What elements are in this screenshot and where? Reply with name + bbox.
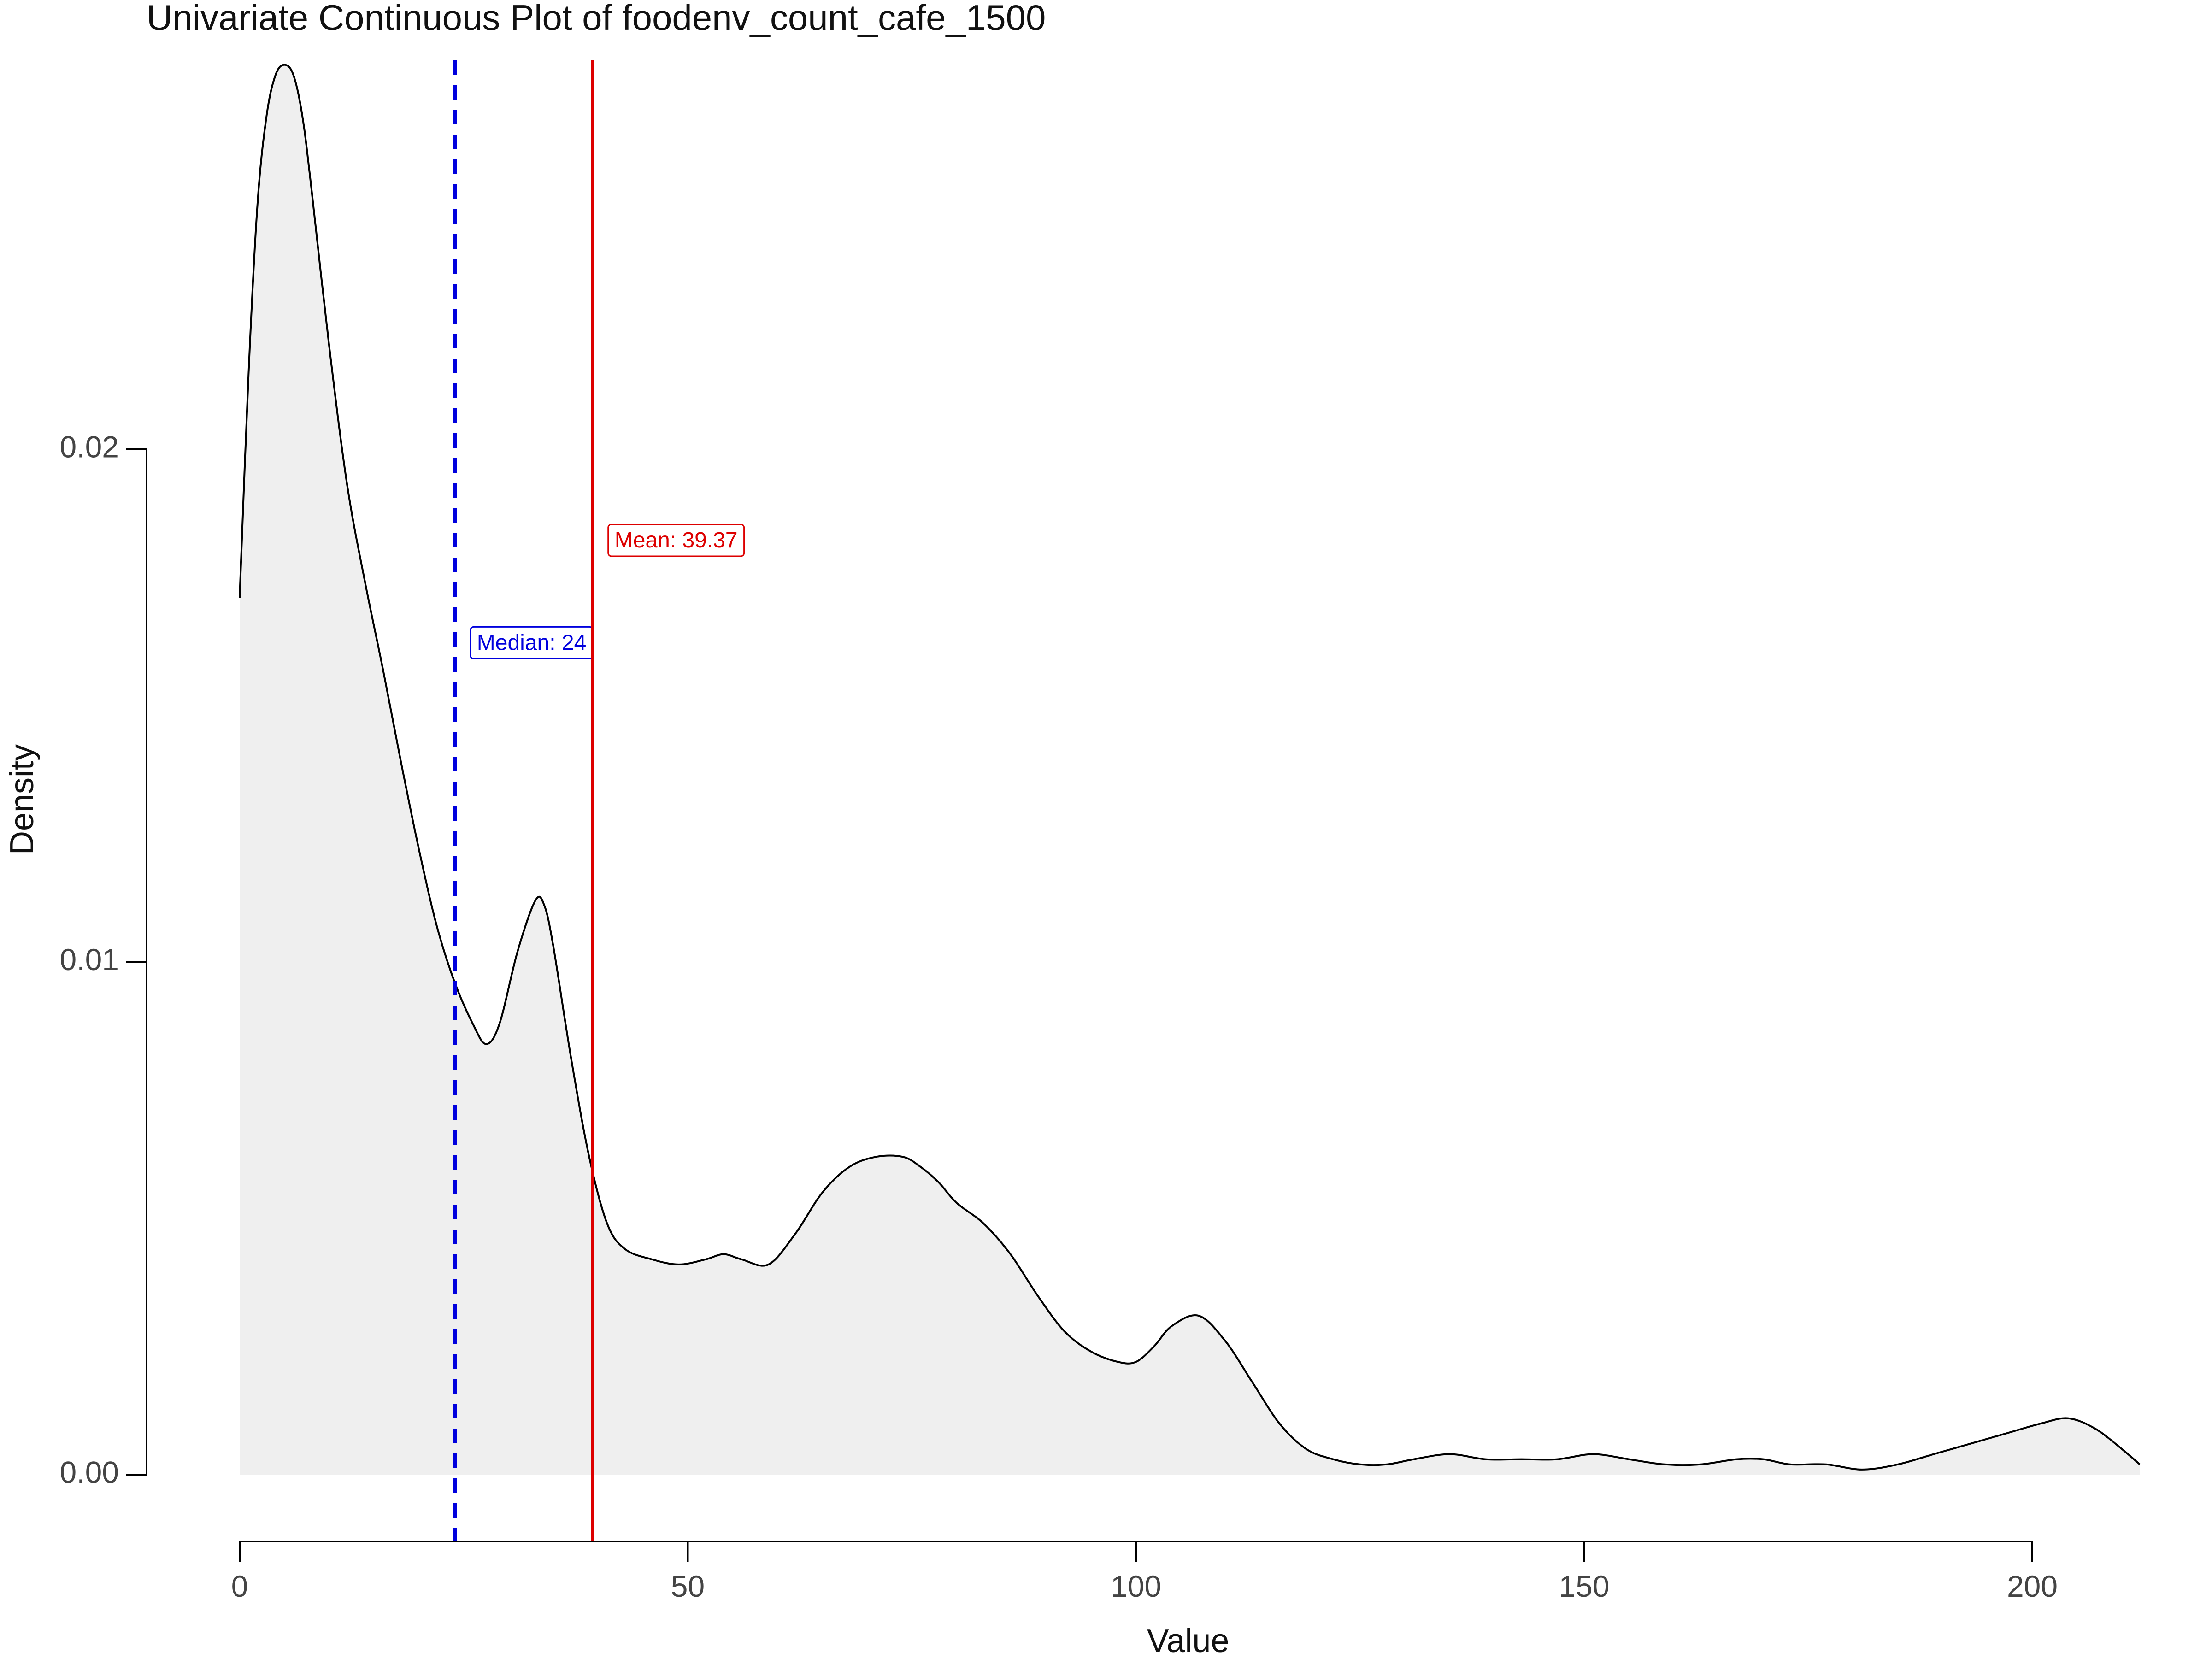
density-curve — [239, 64, 2141, 1471]
plot-area: Median: 24 Mean: 39.37 — [239, 60, 2141, 1541]
mean-label-group: Mean: 39.37 — [607, 524, 745, 557]
x-tick-label: 0 — [231, 1569, 248, 1603]
x-axis-label: Value — [1147, 1623, 1230, 1659]
x-tick-label: 150 — [1559, 1569, 1609, 1603]
y-axis-label: Density — [4, 744, 41, 855]
y-tick-label: 0.00 — [60, 1455, 119, 1489]
x-axis: 0 50 100 150 200 — [231, 1541, 2058, 1603]
x-tick-label: 200 — [2007, 1569, 2058, 1603]
mean-label: Mean: 39.37 — [615, 528, 738, 553]
mean-label-box — [607, 524, 745, 557]
median-label-group: Median: 24 — [470, 626, 594, 659]
y-tick-label: 0.01 — [60, 942, 119, 977]
y-axis: 0.00 0.01 0.02 — [60, 429, 147, 1489]
density-area — [240, 65, 2140, 1475]
y-tick-label: 0.02 — [60, 429, 119, 464]
x-tick-label: 50 — [671, 1569, 705, 1603]
x-tick-label: 100 — [1111, 1569, 1161, 1603]
median-label: Median: 24 — [477, 630, 587, 655]
chart-title: Univariate Continuous Plot of foodenv_co… — [147, 0, 1046, 38]
